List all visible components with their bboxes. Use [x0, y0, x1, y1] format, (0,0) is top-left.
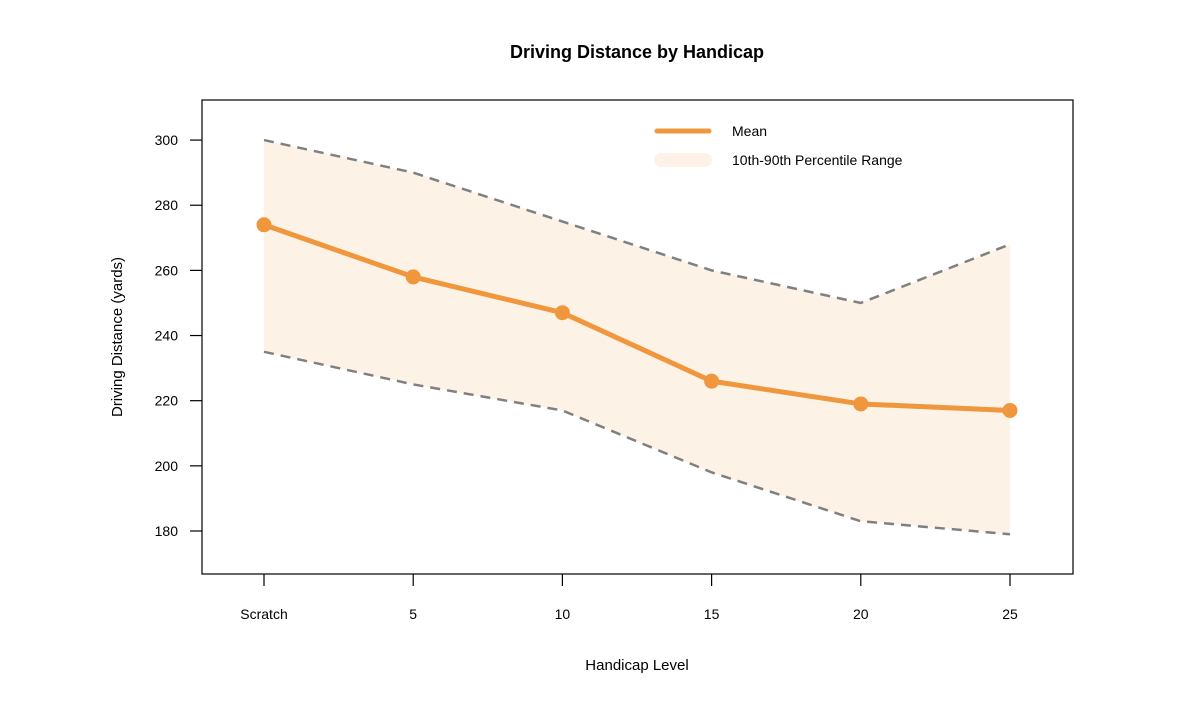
x-tick-label: 10 — [555, 606, 571, 622]
x-axis-label: Handicap Level — [585, 657, 688, 674]
plot-area — [256, 138, 1018, 536]
mean-point — [704, 373, 720, 389]
x-axis: Scratch 5 10 15 20 25 — [240, 574, 1018, 622]
mean-point — [554, 305, 570, 321]
x-tick-label: 5 — [409, 606, 417, 622]
lower-bound-line — [263, 350, 1011, 536]
chart-title: Driving Distance by Handicap — [510, 42, 764, 62]
legend-mean-label: Mean — [732, 123, 767, 139]
mean-line — [263, 222, 1011, 413]
y-tick-label: 280 — [155, 197, 179, 213]
y-tick-label: 220 — [155, 393, 179, 409]
mean-point — [1002, 402, 1018, 418]
x-tick-label: 20 — [853, 606, 869, 622]
mean-point — [853, 396, 869, 412]
legend-range-swatch — [654, 153, 712, 167]
y-tick-label: 200 — [155, 458, 179, 474]
y-axis-label: Driving Distance (yards) — [109, 257, 126, 417]
y-axis: 180 200 220 240 260 280 300 — [155, 132, 202, 539]
legend: Mean 10th-90th Percentile Range — [654, 123, 903, 168]
x-tick-label: Scratch — [240, 606, 287, 622]
y-tick-label: 240 — [155, 328, 179, 344]
percentile-band — [264, 140, 1010, 535]
mean-point — [256, 217, 272, 233]
y-tick-label: 180 — [155, 523, 179, 539]
mean-point — [405, 269, 421, 285]
upper-bound-line — [263, 138, 1011, 305]
x-tick-label: 15 — [704, 606, 720, 622]
y-tick-label: 260 — [155, 262, 179, 278]
y-tick-label: 300 — [155, 132, 179, 148]
x-tick-label: 25 — [1002, 606, 1018, 622]
plot-frame — [201, 99, 1074, 575]
legend-range-label: 10th-90th Percentile Range — [732, 152, 903, 168]
